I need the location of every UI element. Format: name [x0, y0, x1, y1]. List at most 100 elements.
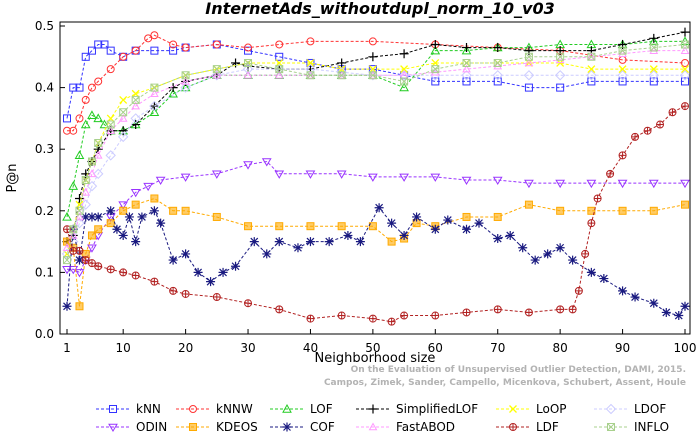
point-cof — [661, 307, 671, 317]
point-cof — [586, 267, 596, 277]
point-ldf — [524, 308, 533, 317]
x-tick-label: 60 — [428, 341, 443, 355]
point-odin — [211, 170, 222, 179]
legend-marker-fastabod — [368, 422, 378, 431]
legend-marker-ldof — [605, 403, 617, 415]
point-loop — [618, 65, 627, 74]
point-inflo — [63, 256, 71, 265]
x-axis-label: Neighborhood size — [315, 351, 436, 366]
point-odin — [62, 266, 72, 275]
point-inflo — [119, 108, 128, 117]
point-fastabod — [106, 126, 116, 135]
point-cof — [324, 237, 334, 247]
point-kdeos — [681, 200, 689, 209]
series-odin — [62, 158, 690, 278]
point-cof — [106, 206, 116, 216]
legend-label-lof: LOF — [310, 402, 333, 416]
point-ldf — [656, 120, 665, 129]
point-cof — [474, 218, 484, 228]
point-ldf — [574, 286, 583, 295]
point-cof — [74, 255, 84, 265]
point-simplifiedlof — [680, 27, 690, 37]
point-cof — [387, 218, 397, 228]
point-ldf — [150, 277, 159, 286]
legend-marker-loop — [509, 405, 517, 413]
point-cof — [249, 237, 259, 247]
point-ldf — [368, 314, 377, 323]
point-odin — [524, 179, 534, 189]
point-inflo — [75, 206, 84, 215]
point-simplifiedlof — [493, 43, 503, 53]
point-knnw — [368, 37, 377, 46]
y-tick-label: 0.2 — [35, 204, 54, 218]
point-lof — [74, 150, 85, 160]
legend-marker-cof — [282, 422, 292, 432]
point-knn — [81, 52, 90, 61]
point-cof — [62, 301, 72, 311]
point-ldf — [106, 265, 115, 274]
point-ldof — [617, 70, 628, 81]
point-knnw — [81, 95, 90, 104]
x-tick-label: 1 — [63, 341, 71, 355]
plot-frame — [59, 21, 691, 335]
chart-title: InternetAds_withoutdupl_norm_10_v03 — [205, 0, 555, 18]
point-kdeos — [212, 212, 221, 221]
point-ldf — [618, 151, 627, 160]
point-fastabod — [274, 70, 284, 79]
point-inflo — [587, 52, 596, 61]
point-cof — [680, 301, 690, 311]
point-odin — [87, 244, 97, 253]
point-cof — [568, 255, 578, 265]
point-odin — [586, 179, 597, 189]
point-knn — [69, 83, 78, 92]
point-odin — [617, 179, 628, 189]
point-inflo — [94, 139, 103, 148]
point-inflo — [181, 71, 190, 80]
point-cof — [137, 212, 147, 222]
point-loop — [649, 65, 658, 74]
point-kdeos — [131, 200, 140, 209]
point-cof — [293, 243, 303, 253]
series-fastabod — [62, 46, 690, 252]
point-inflo — [131, 95, 140, 104]
credit-text: On the Evaluation of Unsupervised Outlie… — [324, 365, 686, 388]
legend-item-cof: COF — [270, 420, 335, 434]
point-cof — [399, 230, 409, 240]
point-inflo — [368, 71, 377, 80]
legend-label-simplifiedlof: SimplifiedLOF — [396, 402, 478, 416]
point-inflo — [431, 65, 440, 74]
point-knn — [106, 46, 115, 55]
point-knnw — [75, 114, 84, 123]
point-cof — [599, 274, 609, 284]
point-knn — [524, 83, 533, 92]
legend-item-loop: LoOP — [496, 402, 567, 416]
legend-label-odin: ODIN — [136, 420, 167, 434]
legend-item-inflo: INFLO — [594, 420, 669, 434]
point-fastabod — [87, 169, 97, 178]
point-lof — [648, 36, 659, 46]
point-kdeos — [181, 206, 190, 215]
point-inflo — [337, 71, 346, 80]
point-knn — [493, 77, 502, 86]
point-fastabod — [524, 58, 534, 67]
y-axis-label: P@n — [5, 163, 20, 192]
point-ldof — [211, 70, 223, 81]
legend-marker-simplifiedlof — [368, 404, 378, 414]
series-line-ldof — [66, 68, 685, 255]
point-knnw — [119, 52, 128, 61]
point-odin — [180, 173, 191, 182]
point-inflo — [244, 58, 253, 67]
point-ldof — [74, 217, 85, 229]
point-ldof — [523, 70, 535, 81]
series-line-odin — [67, 160, 685, 274]
point-cof — [305, 237, 315, 247]
point-kdeos — [87, 231, 96, 240]
point-ldof — [586, 70, 597, 81]
point-kdeos — [169, 206, 178, 215]
legend-marker-ldf — [509, 423, 518, 431]
point-inflo — [212, 65, 221, 74]
series-line-fastabod — [66, 50, 685, 249]
point-ldof — [93, 168, 104, 180]
legend-item-odin: ODIN — [96, 420, 167, 434]
series-line-cof — [66, 206, 686, 317]
